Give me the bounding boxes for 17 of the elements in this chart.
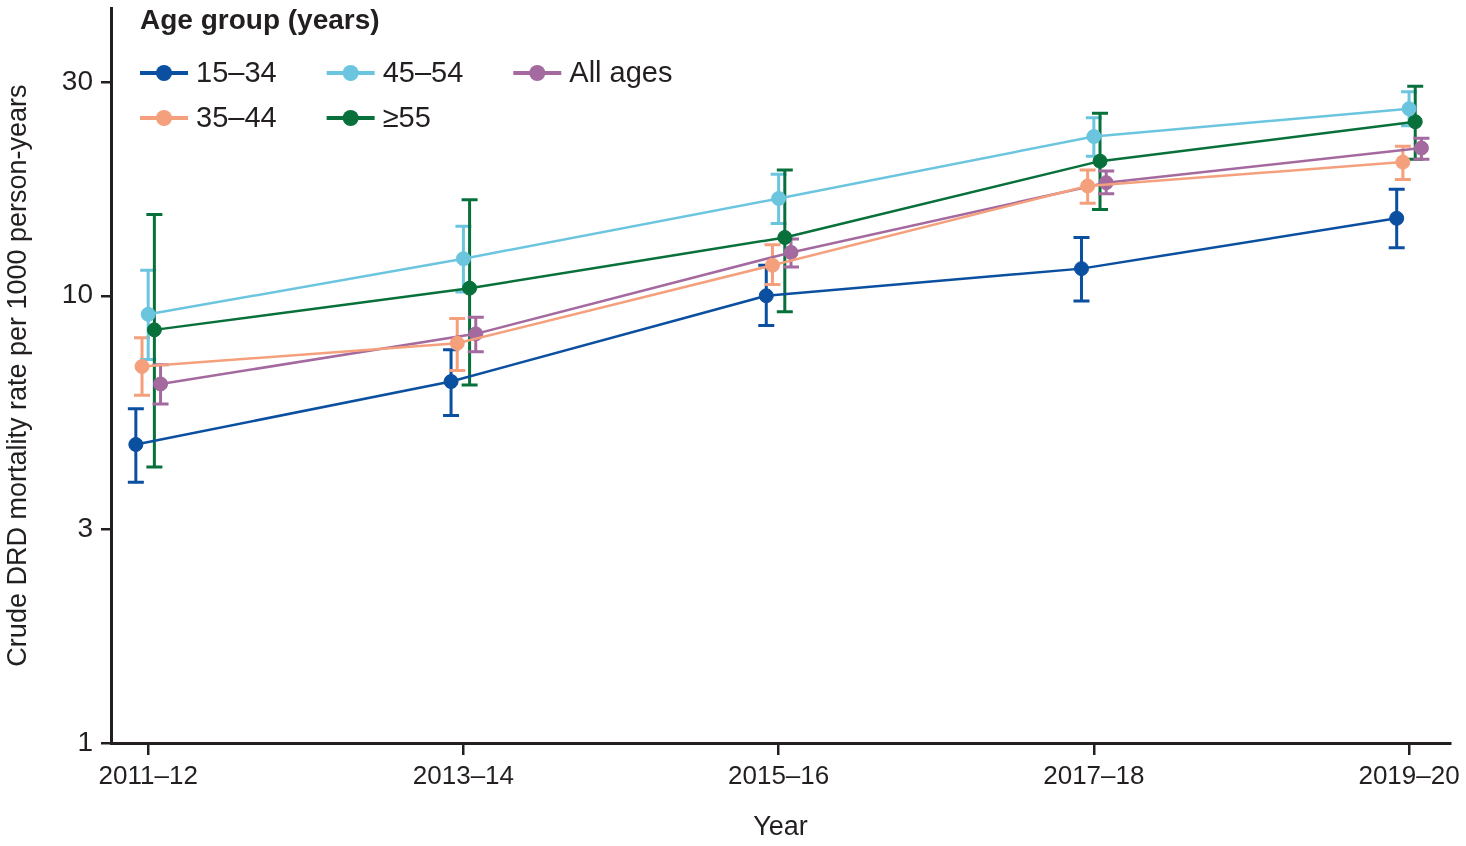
legend-title: Age group (years) <box>140 3 380 35</box>
legend-label: ≥55 <box>382 101 431 133</box>
x-tick-label: 2011–12 <box>98 759 198 790</box>
y-tick-label: 3 <box>77 512 93 544</box>
legend-label: 15–34 <box>196 56 277 88</box>
x-tick-label: 2015–16 <box>728 759 830 790</box>
x-axis-title: Year <box>753 811 808 842</box>
x-tick-label: 2019–20 <box>1358 759 1460 790</box>
legend-label: All ages <box>569 56 673 88</box>
y-tick-label: 1 <box>77 725 93 757</box>
y-axis-title: Crude DRD mortality rate per 1000 person-years <box>1 84 32 667</box>
legend-label: 35–44 <box>196 101 277 133</box>
x-tick-label: 2013–14 <box>412 759 515 790</box>
y-tick-label: 30 <box>61 65 93 97</box>
x-tick-label: 2017–18 <box>1043 759 1145 790</box>
legend-label: 45–54 <box>382 56 464 88</box>
y-tick-label: 10 <box>61 278 93 310</box>
